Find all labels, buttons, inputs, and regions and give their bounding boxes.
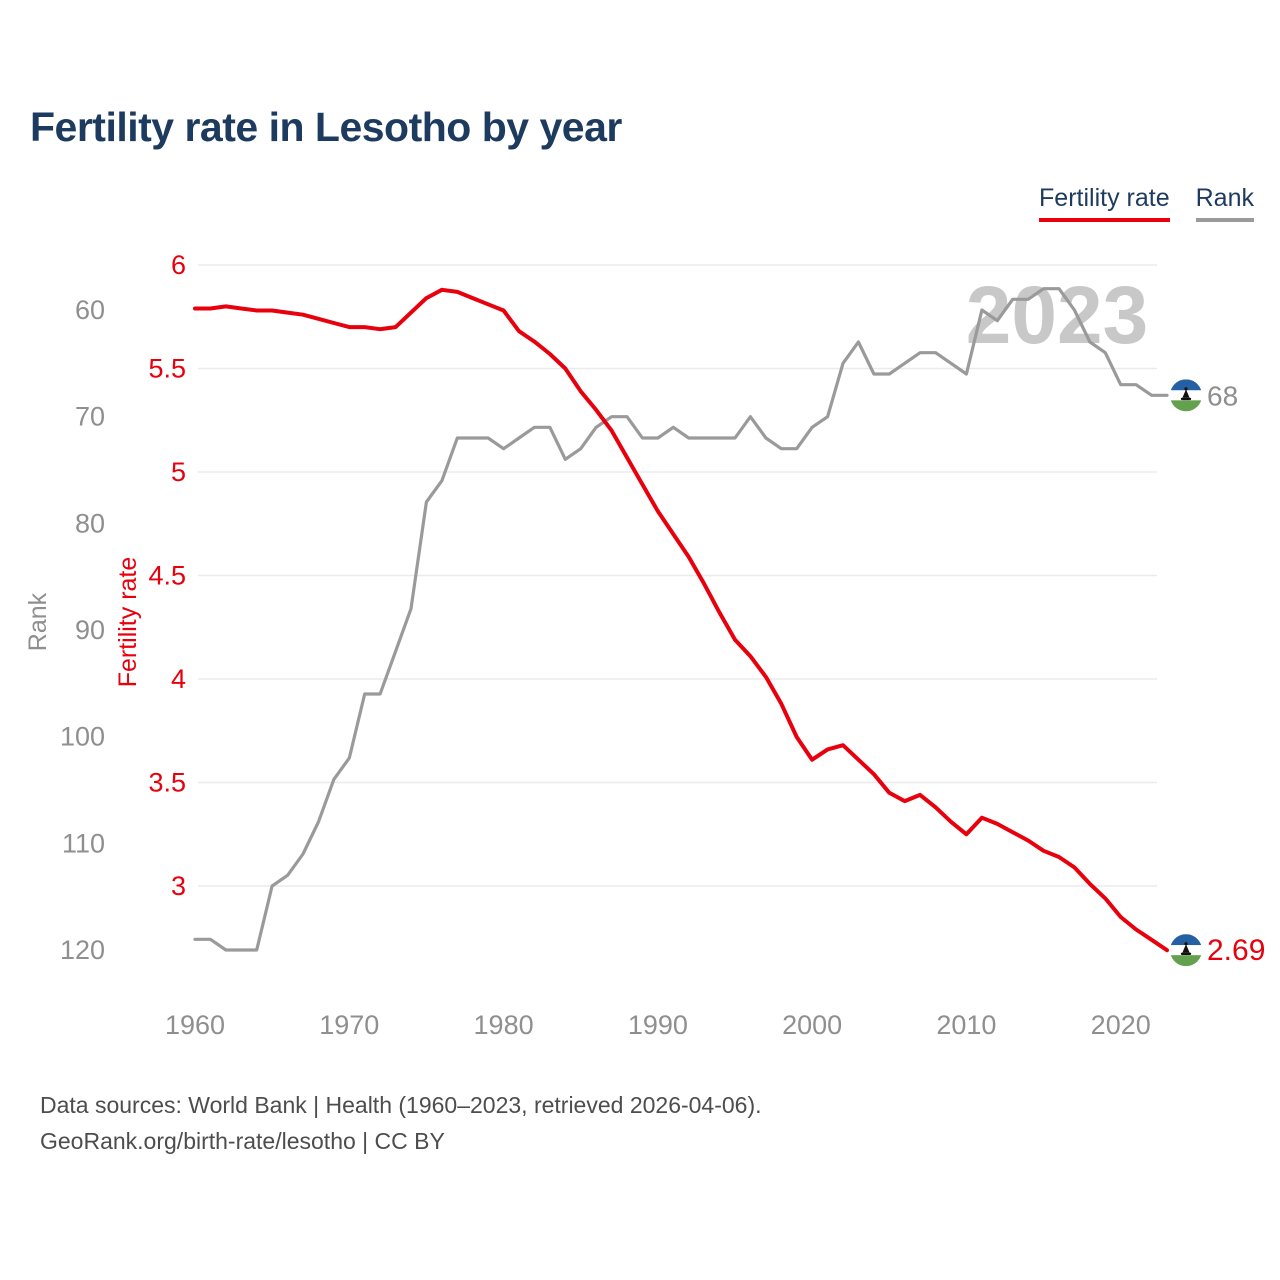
year-tick-label: 1990 xyxy=(628,1010,688,1040)
watermark-year: 2023 xyxy=(966,270,1148,361)
legend-tab-rank[interactable]: Rank xyxy=(1195,184,1254,222)
fertility-end-label: 2.69 xyxy=(1207,934,1265,967)
fertility-line xyxy=(193,287,1169,953)
year-tick-label: 2000 xyxy=(782,1010,842,1040)
rank-tick-label: 110 xyxy=(62,828,105,858)
fertility-axis-title: Fertility rate xyxy=(114,557,142,688)
rank-tick-label: 80 xyxy=(75,508,105,538)
fertility-tick-label: 6 xyxy=(171,250,186,280)
footer: Data sources: World Bank | Health (1960–… xyxy=(40,1087,762,1159)
year-tick-label: 2010 xyxy=(936,1010,996,1040)
lesotho-flag-icon xyxy=(1170,934,1202,967)
year-tick-label: 1970 xyxy=(319,1010,379,1040)
fertility-tick-label: 3 xyxy=(171,871,186,901)
legend-tab-fertility-rate[interactable]: Fertility rate xyxy=(1039,184,1170,222)
page-title: Fertility rate in Lesotho by year xyxy=(30,104,622,150)
rank-tick-label: 60 xyxy=(75,295,105,325)
fertility-tick-label: 4 xyxy=(171,664,186,694)
rank-end-label: 68 xyxy=(1207,380,1238,411)
lesotho-flag-icon xyxy=(1170,379,1202,412)
fertility-tick-label: 3.5 xyxy=(148,768,186,798)
data-sources-line: Data sources: World Bank | Health (1960–… xyxy=(40,1092,762,1118)
rank-tick-label: 100 xyxy=(60,722,105,752)
rank-tick-label: 70 xyxy=(75,402,105,432)
year-tick-label: 1980 xyxy=(474,1010,534,1040)
year-tick-label: 2020 xyxy=(1091,1010,1151,1040)
rank-tick-label: 120 xyxy=(60,935,105,965)
legend: Fertility rate Rank xyxy=(1039,184,1254,222)
fertility-tick-label: 5.5 xyxy=(148,354,186,384)
rank-tick-label: 90 xyxy=(75,615,105,645)
rank-line xyxy=(193,287,1169,952)
year-tick-label: 1960 xyxy=(165,1010,225,1040)
rank-axis-title: Rank xyxy=(24,592,52,651)
attribution-line: GeoRank.org/birth-rate/lesotho | CC BY xyxy=(40,1128,445,1154)
fertility-tick-label: 4.5 xyxy=(148,561,186,591)
fertility-tick-label: 5 xyxy=(171,457,186,487)
